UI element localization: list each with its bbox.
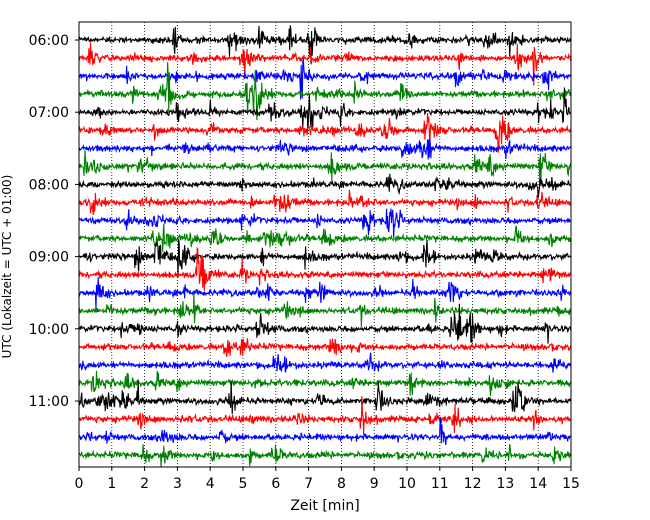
trace-line xyxy=(78,303,572,344)
trace-line xyxy=(78,150,572,184)
x-axis-label: Zeit [min] xyxy=(290,498,359,514)
y-axis: 06:00 07:00 08:00 09:00 10:00 11:00 xyxy=(29,33,79,410)
y-axis-label: UTC (Lokalzeit = UTC + 01:00) xyxy=(0,175,14,359)
x-tick-label: 1 xyxy=(107,476,116,492)
y-tick-label: 10:00 xyxy=(29,322,69,338)
y-tick-label: 06:00 xyxy=(29,33,69,49)
trace-line xyxy=(78,352,572,373)
x-tick-label: 3 xyxy=(173,476,182,492)
trace-line xyxy=(78,239,572,278)
trace-line xyxy=(78,112,572,153)
x-tick-label: 5 xyxy=(239,476,248,492)
x-tick-label: 0 xyxy=(75,476,84,492)
trace-line xyxy=(78,138,572,160)
trace-line xyxy=(78,173,572,199)
x-tick-label: 12 xyxy=(464,476,482,492)
y-tick-label: 08:00 xyxy=(29,177,69,193)
x-tick-label: 13 xyxy=(496,476,514,492)
trace-line xyxy=(78,58,572,100)
trace-line xyxy=(78,223,572,253)
x-tick-label: 10 xyxy=(398,476,416,492)
trace-line xyxy=(78,42,572,86)
seismic-traces xyxy=(78,25,572,468)
trace-line xyxy=(78,208,572,238)
trace-line xyxy=(78,416,572,446)
x-tick-label: 8 xyxy=(337,476,346,492)
x-tick-label: 6 xyxy=(271,476,280,492)
trace-line xyxy=(78,379,572,415)
y-tick-label: 11:00 xyxy=(29,394,69,410)
x-tick-label: 4 xyxy=(206,476,215,492)
x-axis: 0 1 2 3 4 5 6 7 8 9 10 11 12 13 14 15 xyxy=(75,467,580,492)
x-tick-label: 9 xyxy=(370,476,379,492)
trace-line xyxy=(78,246,572,291)
trace-line xyxy=(78,370,572,396)
trace-line xyxy=(78,87,572,132)
trace-line xyxy=(78,338,572,358)
x-tick-label: 7 xyxy=(304,476,313,492)
trace-line xyxy=(78,292,572,328)
y-tick-label: 09:00 xyxy=(29,250,69,266)
trace-line xyxy=(78,277,572,311)
x-tick-label: 11 xyxy=(431,476,449,492)
trace-line xyxy=(78,444,572,468)
y-tick-label: 07:00 xyxy=(29,105,69,121)
trace-line xyxy=(78,396,572,435)
trace-line xyxy=(78,62,572,121)
plot-frame xyxy=(78,21,572,468)
x-tick-label: 15 xyxy=(562,476,580,492)
x-tick-label: 14 xyxy=(529,476,547,492)
trace-line xyxy=(78,25,572,65)
x-tick-label: 2 xyxy=(140,476,149,492)
trace-line xyxy=(78,189,572,216)
